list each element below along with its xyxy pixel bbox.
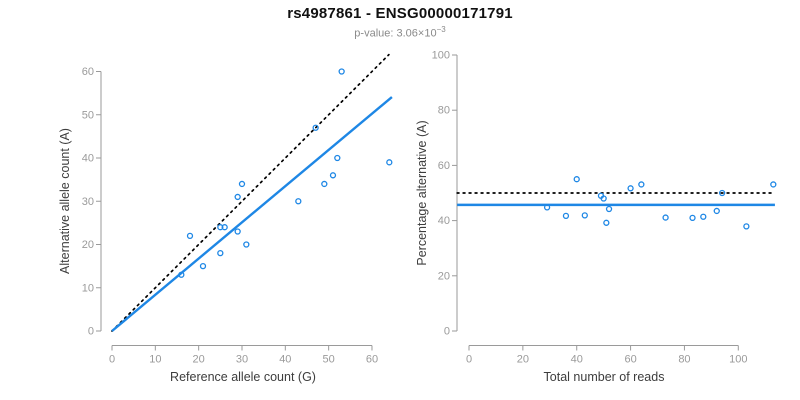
y-tick-label: 20 <box>82 239 94 251</box>
data-point <box>234 193 241 201</box>
data-point <box>543 204 551 211</box>
x-tick-label: 0 <box>466 354 472 366</box>
x-tick-label: 10 <box>149 354 161 366</box>
data-point <box>329 172 337 179</box>
data-point <box>334 154 341 162</box>
x-tick-label: 30 <box>236 354 248 366</box>
data-point <box>312 124 319 131</box>
plot-title: rs4987861 - ENSG00000171791 <box>287 5 513 22</box>
y-tick-label: 50 <box>82 109 94 121</box>
x-axis-label-right-plot: Total number of reads <box>543 370 665 384</box>
y-tick-label: 100 <box>432 50 450 62</box>
data-point <box>770 181 777 188</box>
data-point <box>718 189 726 197</box>
x-tick-label: 0 <box>109 354 115 366</box>
data-point <box>638 181 645 188</box>
y-tick-label: 60 <box>438 160 450 172</box>
y-tick-label: 60 <box>82 66 94 78</box>
x-tick-label: 50 <box>323 354 335 366</box>
data-point <box>217 224 224 231</box>
data-point <box>600 195 607 202</box>
data-point <box>605 205 613 213</box>
data-point <box>662 214 669 221</box>
data-point <box>217 249 224 257</box>
fit-line <box>111 96 393 332</box>
x-tick-label: 20 <box>517 354 529 366</box>
y-tick-label: 80 <box>438 105 450 117</box>
y-tick-label: 0 <box>88 326 94 338</box>
data-point <box>338 68 345 75</box>
identity-line <box>111 53 390 332</box>
data-point <box>562 212 570 220</box>
plot-subtitle: p-value: 3.06×10−3 <box>0 25 800 40</box>
pvalue-exponent: −3 <box>436 25 446 34</box>
data-point <box>234 228 241 235</box>
data-point <box>573 176 580 183</box>
y-tick-label: 10 <box>82 282 94 294</box>
data-point <box>581 212 588 219</box>
y-tick-label: 40 <box>438 215 450 227</box>
data-point <box>700 213 707 220</box>
x-tick-label: 40 <box>571 354 583 366</box>
x-tick-label: 60 <box>366 354 378 366</box>
pvalue-text: p-value: 3.06×10 <box>354 27 437 40</box>
data-point <box>238 180 246 188</box>
data-point <box>321 180 328 188</box>
y-tick-label: 0 <box>444 326 450 338</box>
y-tick-label: 20 <box>438 270 450 282</box>
y-tick-label: 40 <box>82 153 94 165</box>
data-point <box>743 223 750 230</box>
data-point <box>186 232 194 240</box>
data-point <box>713 207 720 215</box>
x-tick-label: 100 <box>729 354 747 366</box>
data-point <box>689 214 696 221</box>
data-point <box>627 185 634 192</box>
x-tick-label: 40 <box>279 354 291 366</box>
data-point <box>221 224 228 231</box>
x-axis-label-left-plot: Reference allele count (G) <box>170 370 316 384</box>
x-tick-label: 60 <box>624 354 636 366</box>
y-tick-label: 30 <box>82 196 94 208</box>
x-tick-label: 20 <box>193 354 205 366</box>
data-point <box>178 271 185 278</box>
data-point <box>243 241 250 248</box>
data-point <box>295 198 302 205</box>
data-point <box>199 262 207 270</box>
data-point <box>603 219 610 226</box>
data-point <box>386 159 393 166</box>
x-tick-label: 80 <box>678 354 690 366</box>
